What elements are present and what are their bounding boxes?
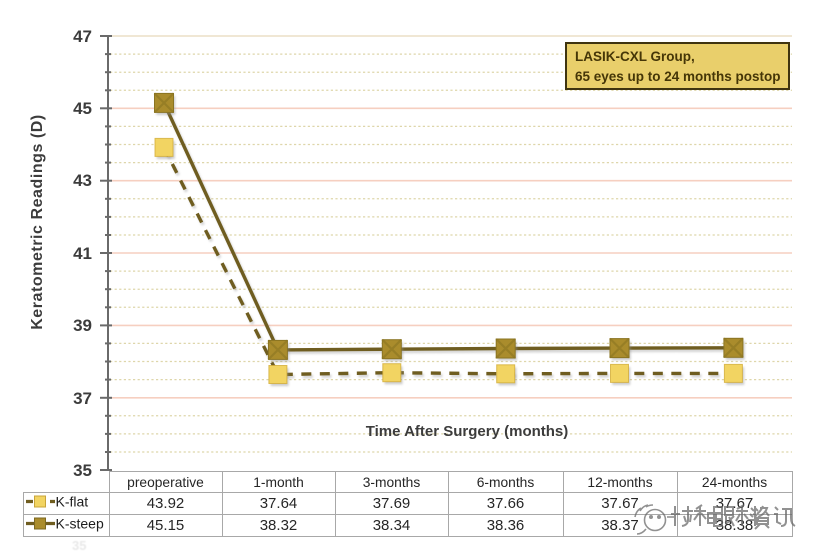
- svg-text:LASIK-CXL Group,: LASIK-CXL Group,: [575, 49, 695, 64]
- svg-text:K-flat: K-flat: [56, 494, 89, 510]
- svg-text:35: 35: [72, 538, 86, 552]
- svg-text:K-steep: K-steep: [56, 516, 104, 532]
- svg-text:65 eyes up to 24 months postop: 65 eyes up to 24 months postop: [575, 69, 781, 84]
